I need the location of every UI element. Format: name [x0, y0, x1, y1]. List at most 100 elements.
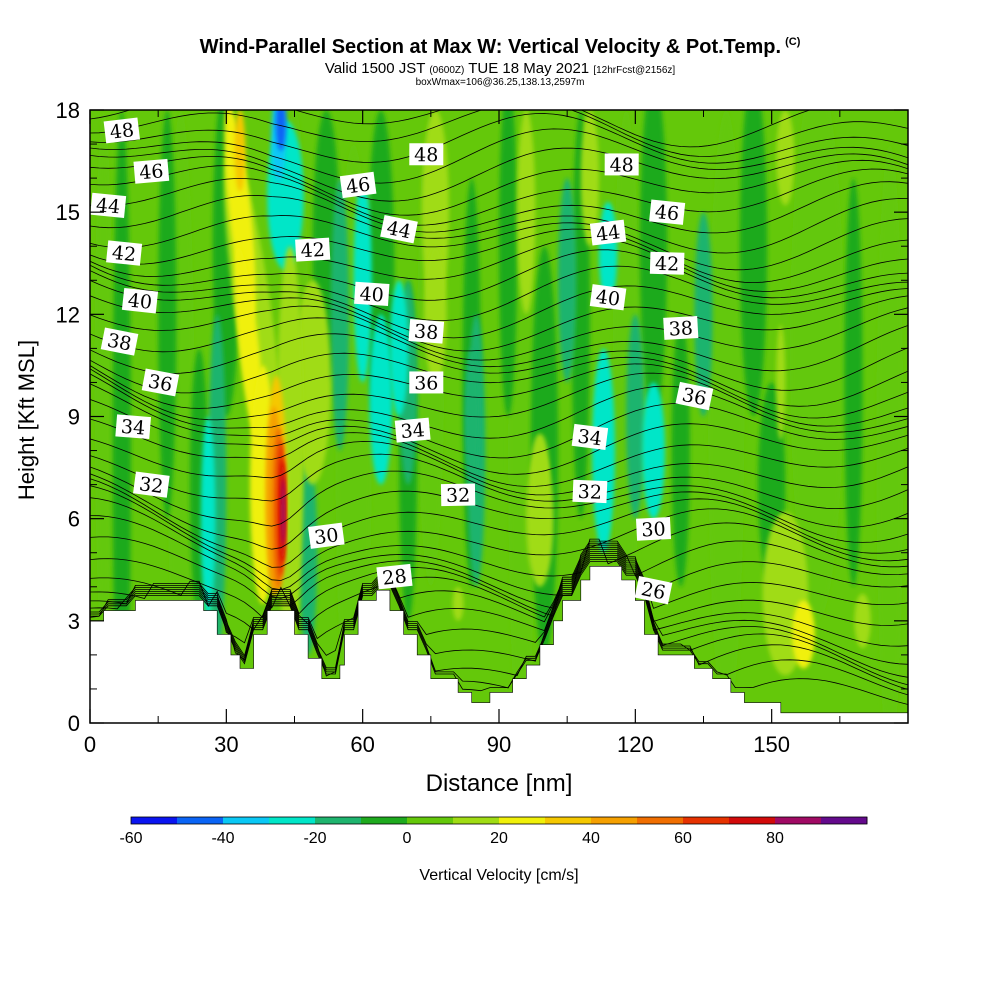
y-axis-label: Height [Kft MSL] [14, 340, 39, 500]
chart-title-text: Wind-Parallel Section at Max W: Vertical… [199, 36, 782, 58]
velocity-region [792, 600, 815, 669]
velocity-region [281, 477, 286, 546]
theta-label-text: 38 [105, 329, 133, 355]
colorbar-swatch [499, 817, 546, 824]
velocity-region [389, 280, 409, 417]
theta-label-text: 48 [109, 119, 136, 144]
theta-label-box [141, 368, 180, 397]
colorbar-swatch [361, 817, 408, 824]
theta-label: 48 [604, 153, 639, 177]
colorbar-tick-label: 0 [403, 830, 412, 847]
velocity-region [275, 110, 286, 151]
theta-labels: 4846444240383634324846444240383634323028… [90, 117, 714, 605]
theta-contour-line [90, 453, 908, 510]
theta-label-text: 32 [138, 473, 165, 498]
theta-label-box [380, 215, 418, 244]
theta-label-text: 40 [359, 283, 385, 307]
theta-contour-line [90, 265, 908, 321]
colorbar-tick-label: -60 [119, 830, 142, 847]
colorbar-tick-label: 80 [766, 830, 784, 847]
theta-contour-line [90, 295, 908, 352]
theta-label-box [649, 251, 685, 275]
theta-label: 46 [133, 158, 170, 184]
theta-label-text: 40 [595, 286, 622, 311]
theta-contour-line [90, 497, 908, 591]
colorbar-tick-label: -20 [303, 830, 326, 847]
theta-contour-line [90, 561, 908, 705]
velocity-region [708, 110, 745, 723]
velocity-region [876, 144, 904, 723]
theta-label: 34 [571, 423, 609, 450]
theta-label: 38 [663, 316, 699, 341]
y-tick-label: 15 [56, 200, 80, 225]
theta-label-box [440, 483, 476, 507]
theta-contour-line [90, 551, 908, 665]
theta-label-text: 30 [641, 518, 666, 541]
y-tick-label: 18 [56, 98, 80, 123]
theta-contour-line [90, 548, 908, 647]
valid-prefix: Valid 1500 JST [324, 60, 426, 77]
theta-label-text: 38 [668, 317, 693, 340]
theta-label-box [635, 517, 672, 541]
velocity-region [626, 314, 645, 519]
theta-label: 44 [589, 219, 627, 246]
theta-contour-line [90, 363, 908, 419]
velocity-region [844, 178, 863, 587]
theta-label-text: 48 [610, 154, 634, 176]
theta-label-box [663, 316, 699, 340]
colorbar-frame [130, 816, 868, 825]
theta-label-box [589, 219, 627, 246]
theta-contour-line [90, 333, 908, 391]
theta-label: 48 [103, 117, 140, 144]
theta-contour-line [90, 352, 908, 407]
velocity-region [158, 110, 177, 519]
colorbar-swatch [269, 817, 316, 824]
theta-label-box [354, 281, 390, 307]
theta-contour-line [90, 544, 908, 619]
theta-contour-line [90, 546, 908, 631]
velocity-region [580, 110, 599, 247]
theta-label: 40 [121, 287, 159, 314]
theta-label: 38 [408, 319, 445, 344]
x-tick-label: 120 [617, 732, 654, 757]
theta-contour-line [90, 228, 908, 284]
theta-label-box [115, 414, 151, 440]
colorbar-swatch [223, 817, 270, 824]
theta-label-text: 32 [446, 485, 471, 507]
velocity-region [739, 110, 768, 417]
theta-label-box [308, 522, 345, 549]
theta-label: 42 [106, 240, 143, 266]
terrain-fill [90, 566, 908, 723]
theta-label-box [408, 319, 445, 344]
x-axis-label: Distance [nm] [426, 770, 573, 797]
theta-label: 44 [380, 215, 418, 244]
theta-contour-line [90, 128, 908, 184]
theta-label-box [103, 117, 140, 144]
velocity-region [200, 416, 216, 621]
theta-label: 32 [572, 479, 608, 504]
colorbar-swatch [453, 817, 500, 824]
velocity-region [294, 280, 331, 485]
y-tick-label: 12 [56, 302, 80, 327]
theta-contour-line [90, 466, 908, 528]
theta-label: 30 [635, 517, 672, 541]
theta-contour-line [90, 156, 908, 216]
terrain-outline [89, 566, 908, 714]
colorbar-tick-label: -40 [211, 830, 234, 847]
theta-contours [90, 110, 908, 705]
velocity-region [94, 110, 113, 655]
theta-contour-line [90, 368, 908, 427]
colorbar-swatch [545, 817, 592, 824]
theta-label: 30 [308, 522, 345, 549]
theta-contour-line [90, 147, 908, 202]
theta-label-text: 38 [413, 320, 439, 344]
theta-label-text: 34 [576, 425, 603, 450]
theta-label: 36 [675, 381, 714, 411]
theta-contour-line [90, 557, 908, 690]
theta-label: 34 [394, 417, 431, 443]
colorbar-swatch [591, 817, 638, 824]
theta-label-box [571, 423, 609, 450]
theta-contour-line [90, 280, 908, 339]
theta-label-text: 32 [577, 481, 602, 504]
